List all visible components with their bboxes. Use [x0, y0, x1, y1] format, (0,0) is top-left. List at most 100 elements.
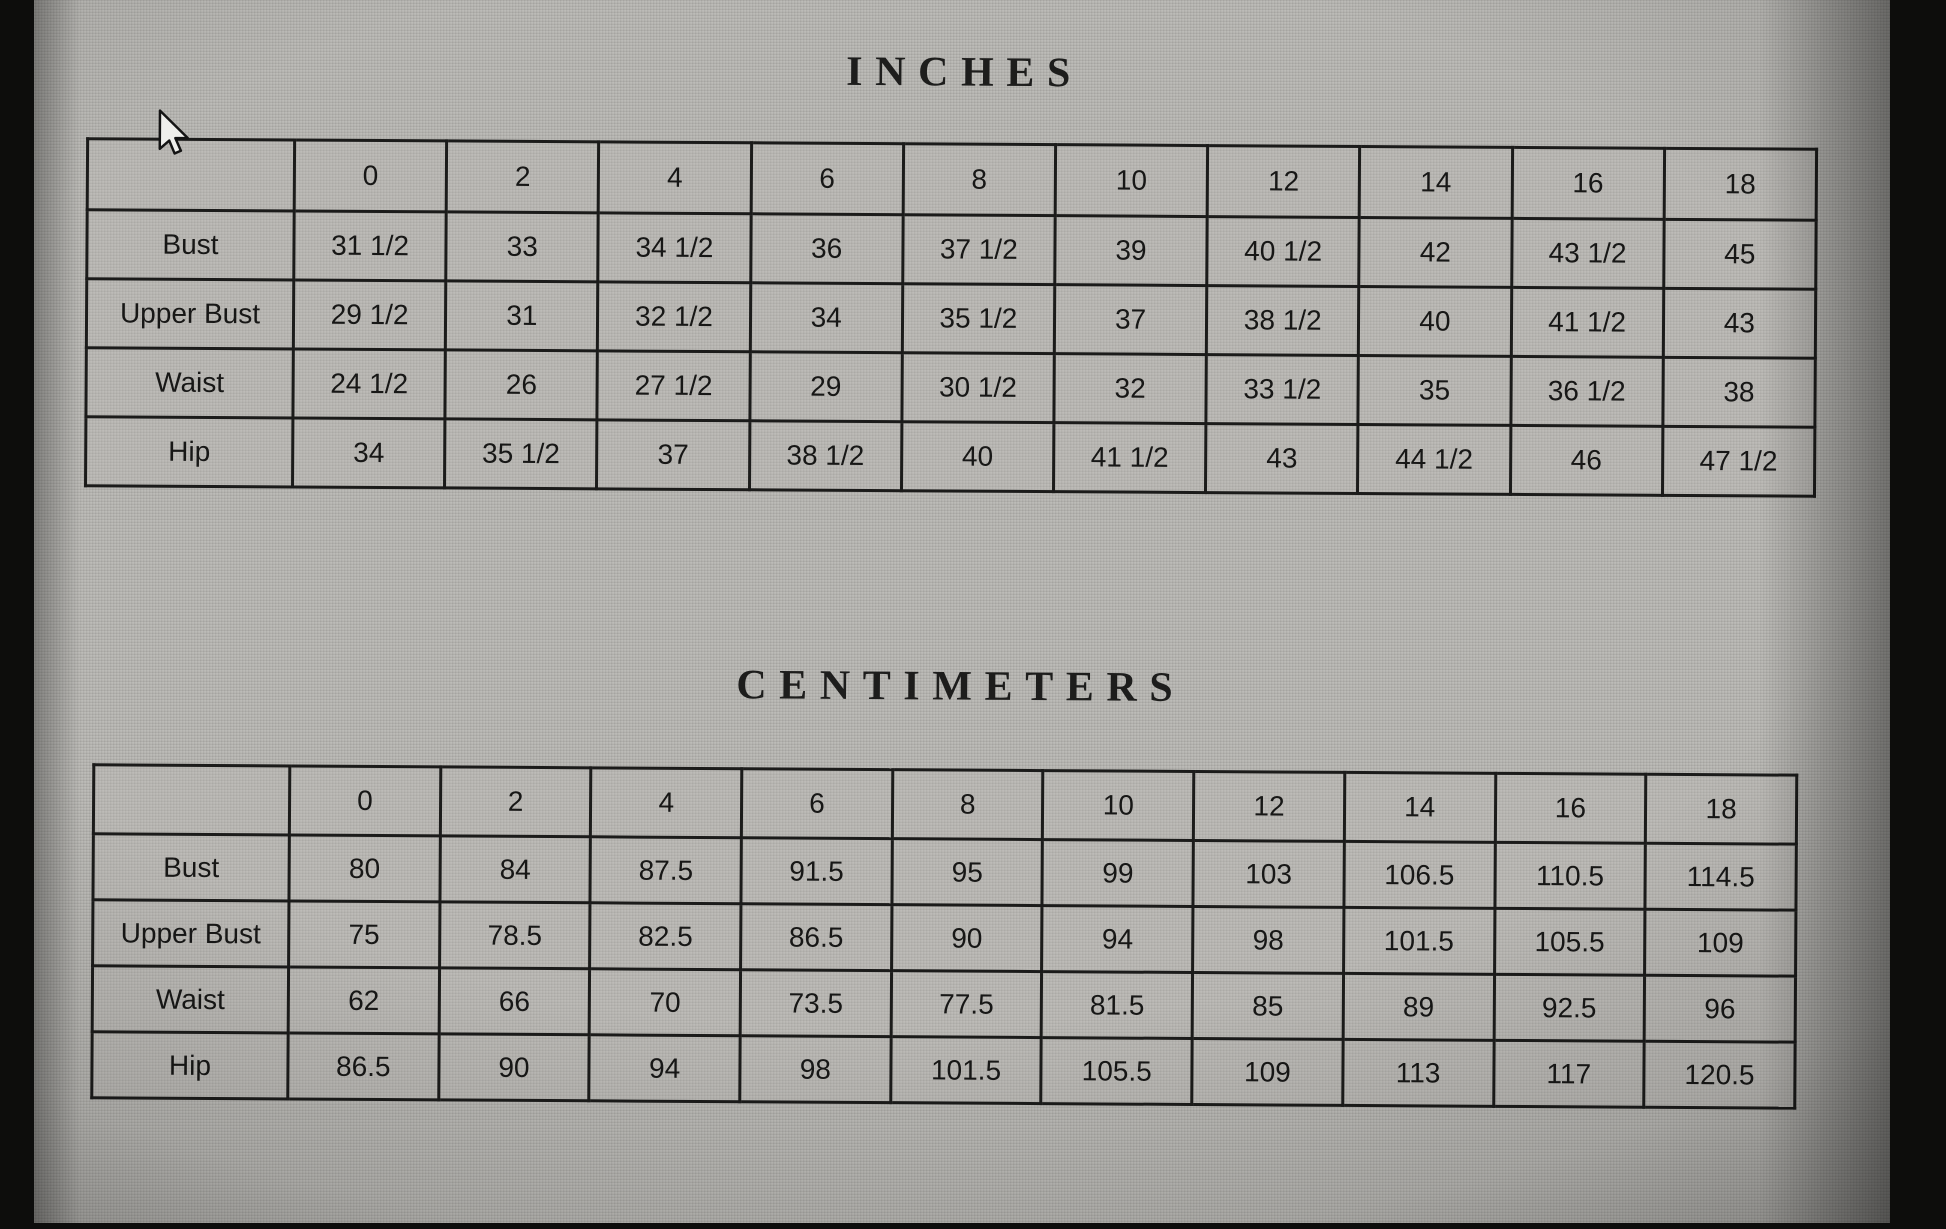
- centimeters-table: 0 2 4 6 8 10 12 14 16 18 Bust 80 84 87.5 91.5 95 99 103 10…: [90, 763, 1799, 1110]
- measurement-cell: 41 1/2: [1053, 422, 1207, 493]
- measurement-cell: 77.5: [890, 970, 1042, 1038]
- measurement-cell: 81.5: [1041, 971, 1193, 1039]
- measurement-cell: 38 1/2: [1206, 285, 1360, 356]
- measurement-cell: 36: [750, 213, 903, 284]
- measurement-cell: 39: [1054, 215, 1208, 286]
- row-label: Waist: [92, 965, 289, 1033]
- measurement-cell: 78.5: [439, 901, 591, 969]
- size-header-cell: 4: [590, 767, 742, 838]
- measurement-cell: 34: [292, 417, 446, 488]
- size-header-cell: 16: [1511, 147, 1665, 220]
- measurement-cell: 43 1/2: [1511, 218, 1664, 289]
- size-header-cell: 18: [1645, 774, 1797, 845]
- measurement-cell: 89: [1342, 973, 1495, 1041]
- measurement-row: Waist 24 1/2 26 27 1/2 29 30 1/2 32 33 1/2 35 36 …: [85, 347, 1816, 428]
- row-label: Upper Bust: [92, 899, 289, 967]
- measurement-cell: 47 1/2: [1662, 426, 1815, 497]
- measurement-cell: 84: [439, 835, 591, 903]
- inches-size-table: 0 2 4 6 8 10 12 14 16 18 Bust 31 1/2 33 34 1/2 36 37 1/…: [83, 137, 1819, 498]
- measurement-cell: 105.5: [1041, 1037, 1193, 1105]
- size-header-cell: 8: [892, 769, 1044, 840]
- centimeters-size-table: 0 2 4 6 8 10 12 14 16 18 Bust 80 84 87.5 91.5 95 99 103 10…: [90, 763, 1799, 1110]
- row-label: Hip: [91, 1031, 289, 1099]
- measurement-cell: 42: [1359, 217, 1512, 288]
- measurement-cell: 82.5: [589, 902, 742, 970]
- measurement-cell: 91.5: [741, 837, 893, 905]
- measurement-row: Upper Bust 75 78.5 82.5 86.5 90 94 98 101.5 105.5…: [92, 899, 1796, 977]
- measurement-cell: 31 1/2: [293, 210, 447, 281]
- measurement-cell: 46: [1509, 425, 1663, 496]
- measurement-cell: 87.5: [590, 836, 742, 904]
- measurement-row: Waist 62 66 70 73.5 77.5 81.5 85 89 92.5 96: [92, 965, 1796, 1043]
- measurement-cell: 32 1/2: [597, 281, 751, 352]
- size-header-cell: 10: [1042, 770, 1194, 841]
- measurement-cell: 43: [1205, 423, 1359, 494]
- measurement-cell: 101.5: [1343, 907, 1495, 975]
- measurement-cell: 40: [901, 421, 1054, 492]
- measurement-row: Bust 80 84 87.5 91.5 95 99 103 106.5 110.5 114.5: [92, 833, 1797, 911]
- row-label: Bust: [86, 209, 295, 280]
- measurement-cell: 37: [596, 419, 750, 490]
- measurement-cell: 37: [1054, 284, 1207, 355]
- measurement-cell: 45: [1663, 219, 1817, 290]
- measurement-cell: 94: [589, 1034, 741, 1102]
- measurement-row: Bust 31 1/2 33 34 1/2 36 37 1/2 39 40 1/2 42 43 1…: [86, 209, 1817, 290]
- measurement-cell: 114.5: [1645, 843, 1797, 911]
- inches-title: INCHES: [846, 48, 1084, 97]
- measurement-cell: 40 1/2: [1206, 216, 1360, 287]
- size-header-cell: 2: [440, 766, 592, 837]
- measurement-cell: 31: [445, 280, 599, 351]
- size-header-cell: 12: [1193, 771, 1345, 842]
- measurement-cell: 80: [288, 834, 441, 902]
- row-label: Waist: [85, 347, 294, 418]
- measurement-cell: 24 1/2: [292, 348, 446, 419]
- size-header-cell: 14: [1359, 146, 1513, 219]
- row-label: Hip: [85, 416, 293, 487]
- measurement-row: Hip 34 35 1/2 37 38 1/2 40 41 1/2 43 44 1/2 46 47 …: [85, 416, 1815, 497]
- centimeters-title: CENTIMETERS: [736, 662, 1186, 711]
- size-header-cell: 4: [598, 141, 752, 214]
- measurement-cell: 36 1/2: [1510, 356, 1664, 427]
- measurement-cell: 35 1/2: [444, 418, 598, 489]
- measurement-cell: 113: [1342, 1039, 1494, 1107]
- measurement-cell: 101.5: [890, 1036, 1042, 1104]
- screen-background: INCHES 0 2 4 6 8 10 12 14 16 18 Bust 31 1/2 33 34 1/2…: [34, 0, 1890, 1223]
- measurement-cell: 29: [749, 351, 903, 422]
- measurement-cell: 29 1/2: [293, 279, 446, 350]
- measurement-cell: 40: [1358, 286, 1512, 357]
- size-header-cell: 18: [1663, 148, 1817, 221]
- size-header-cell: 2: [446, 140, 599, 213]
- measurement-cell: 26: [445, 349, 598, 420]
- measurement-cell: 94: [1041, 905, 1194, 973]
- size-header-cell: 0: [294, 139, 447, 212]
- measurement-row: Hip 86.5 90 94 98 101.5 105.5 109 113 117 120.5: [91, 1031, 1796, 1109]
- measurement-cell: 38 1/2: [749, 420, 902, 491]
- corner-cell: [93, 764, 290, 835]
- measurement-cell: 105.5: [1494, 908, 1646, 976]
- row-label: Bust: [92, 833, 290, 901]
- measurement-cell: 75: [288, 900, 440, 968]
- measurement-cell: 106.5: [1343, 841, 1495, 909]
- measurement-cell: 32: [1053, 353, 1207, 424]
- measurement-cell: 44 1/2: [1357, 424, 1511, 495]
- measurement-row: Upper Bust 29 1/2 31 32 1/2 34 35 1/2 37 38 1/2…: [86, 278, 1816, 359]
- page-content: INCHES 0 2 4 6 8 10 12 14 16 18 Bust 31 1/2 33 34 1/2…: [30, 0, 1893, 1229]
- measurement-cell: 34: [749, 282, 903, 353]
- measurement-cell: 35: [1358, 355, 1511, 426]
- size-header-cell: 6: [750, 142, 904, 215]
- measurement-cell: 66: [438, 967, 590, 1035]
- measurement-cell: 96: [1644, 975, 1796, 1043]
- measurement-cell: 62: [288, 966, 440, 1034]
- measurement-cell: 90: [438, 1033, 590, 1101]
- corner-cell: [87, 138, 295, 211]
- measurement-cell: 37 1/2: [902, 214, 1056, 285]
- measurement-cell: 103: [1193, 840, 1345, 908]
- measurement-cell: 73.5: [740, 969, 892, 1037]
- measurement-cell: 90: [891, 904, 1043, 972]
- measurement-cell: 43: [1663, 288, 1816, 359]
- measurement-cell: 34 1/2: [598, 212, 751, 283]
- measurement-cell: 110.5: [1494, 842, 1646, 910]
- size-header-cell: 16: [1494, 773, 1646, 844]
- measurement-cell: 99: [1042, 839, 1194, 907]
- measurement-cell: 33 1/2: [1206, 354, 1359, 425]
